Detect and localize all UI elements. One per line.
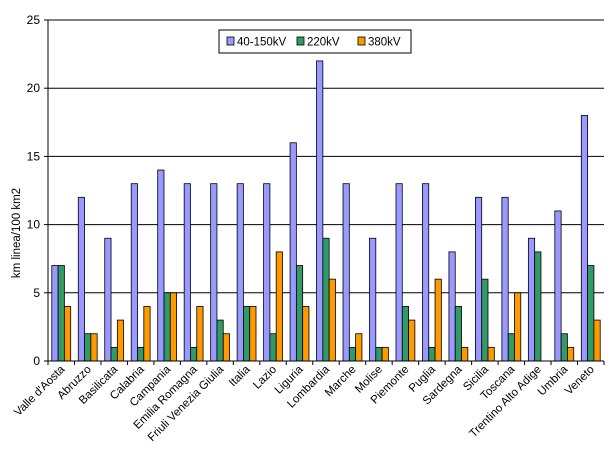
bar-380kV-7 <box>249 306 257 362</box>
bar-40-150kV-18 <box>527 237 536 362</box>
y-tick-label-25: 25 <box>27 13 41 27</box>
bar-40-150kV-17 <box>501 196 509 362</box>
y-tick-label-5: 5 <box>33 286 40 300</box>
bar-380kV-5 <box>196 306 204 362</box>
bar-380kV-0 <box>63 306 72 362</box>
x-category-label-19: Umbria <box>536 363 571 398</box>
bar-40-150kV-9 <box>289 142 297 362</box>
bar-220kV-0 <box>57 265 65 362</box>
bar-380kV-8 <box>275 251 283 362</box>
bar-220kV-12 <box>375 346 383 362</box>
bar-380kV-4 <box>169 292 177 362</box>
bar-40-150kV-13 <box>395 183 403 362</box>
bar-380kV-11 <box>355 333 363 362</box>
bar-220kV-4 <box>163 292 171 362</box>
y-tick-labels: 0 5 10 15 20 25 <box>27 13 41 368</box>
bar-220kV-17 <box>507 333 515 362</box>
bar-40-150kV-12 <box>369 237 377 362</box>
bars <box>51 60 601 362</box>
bar-220kV-7 <box>243 306 251 362</box>
bar-40-150kV-15 <box>448 251 456 362</box>
bar-220kV-2 <box>110 346 118 362</box>
bar-380kV-3 <box>143 306 151 362</box>
bar-40-150kV-14 <box>422 183 430 362</box>
y-axis-title: km linea/100 km2 <box>11 188 23 278</box>
legend-swatch-40-150kV <box>226 36 235 46</box>
bar-40-150kV-20 <box>580 115 589 362</box>
bar-220kV-3 <box>137 346 145 362</box>
bar-40-150kV-8 <box>263 183 271 362</box>
gridlines <box>48 19 604 294</box>
bar-40-150kV-5 <box>183 183 191 362</box>
legend-swatch-220kV <box>296 36 305 46</box>
bar-40-150kV-6 <box>210 183 218 362</box>
bar-220kV-10 <box>322 237 330 362</box>
bar-220kV-5 <box>190 346 198 362</box>
x-category-label-7: Italia <box>227 363 253 389</box>
bar-40-150kV-19 <box>554 210 562 362</box>
bar-380kV-13 <box>408 319 416 362</box>
y-tick-label-15: 15 <box>27 149 41 163</box>
bar-380kV-1 <box>90 333 98 362</box>
x-category-label-20: Veneto <box>563 364 597 398</box>
y-tick-label-0: 0 <box>33 354 40 368</box>
bar-380kV-12 <box>381 346 389 362</box>
bar-380kV-9 <box>302 306 310 362</box>
y-tick-label-20: 20 <box>27 81 41 95</box>
bar-40-150kV-16 <box>475 196 483 362</box>
bar-40-150kV-1 <box>77 196 85 362</box>
legend: 40-150kV 220kV 380kV <box>218 29 412 54</box>
bar-40-150kV-3 <box>130 183 138 362</box>
bar-220kV-15 <box>454 306 462 362</box>
bar-40-150kV-11 <box>342 183 350 362</box>
legend-label-40-150kV: 40-150kV <box>237 37 287 49</box>
bar-220kV-14 <box>428 346 436 362</box>
bar-380kV-2 <box>116 319 125 362</box>
bar-40-150kV-4 <box>157 169 165 362</box>
bar-380kV-16 <box>487 346 495 362</box>
bar-40-150kV-2 <box>104 237 112 362</box>
legend-swatch-380kV <box>357 36 366 46</box>
bar-220kV-13 <box>401 306 409 362</box>
bar-380kV-6 <box>222 333 230 362</box>
bar-220kV-20 <box>587 265 595 362</box>
bar-220kV-9 <box>295 265 304 362</box>
bar-220kV-8 <box>269 333 277 362</box>
legend-label-220kV: 220kV <box>307 37 340 49</box>
bar-380kV-20 <box>593 319 601 362</box>
bar-380kV-14 <box>434 278 442 362</box>
y-tick-label-10: 10 <box>27 218 41 232</box>
bar-220kV-11 <box>348 346 357 362</box>
bar-380kV-17 <box>514 292 522 362</box>
bar-220kV-18 <box>534 251 542 362</box>
x-category-labels: Valle d'AostaAbruzzoBasilicataCalabriaCa… <box>12 363 597 444</box>
bar-40-150kV-0 <box>51 265 59 362</box>
bar-220kV-16 <box>481 278 489 362</box>
bar-220kV-1 <box>84 333 92 362</box>
bar-220kV-6 <box>216 319 224 362</box>
bar-40-150kV-10 <box>316 60 324 362</box>
bar-380kV-15 <box>461 346 469 362</box>
bar-220kV-19 <box>560 333 568 362</box>
bar-380kV-10 <box>328 278 336 362</box>
legend-label-380kV: 380kV <box>368 37 401 49</box>
bar-380kV-19 <box>567 346 575 362</box>
legend-box <box>218 29 412 54</box>
axes <box>44 19 605 365</box>
bar-40-150kV-7 <box>236 183 244 362</box>
